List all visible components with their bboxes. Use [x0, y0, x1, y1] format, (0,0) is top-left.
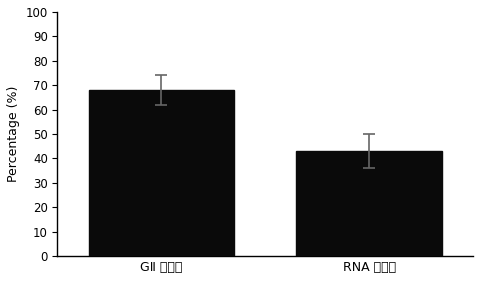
Bar — [89, 90, 234, 256]
Y-axis label: Percentage (%): Percentage (%) — [7, 86, 20, 182]
Bar — [297, 151, 442, 256]
